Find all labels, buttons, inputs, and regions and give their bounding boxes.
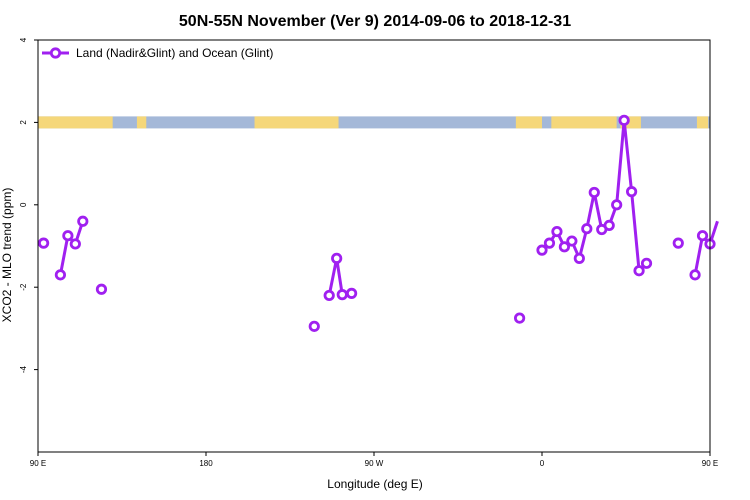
data-point	[345, 287, 358, 299]
x-tick-label: 180	[199, 459, 213, 468]
data-point	[672, 237, 684, 249]
data-point	[558, 241, 571, 253]
y-tick-label: 0	[19, 202, 28, 207]
ocean-band	[38, 116, 710, 129]
data-point	[581, 223, 593, 235]
data-point	[54, 269, 67, 281]
data-point	[513, 312, 526, 324]
land-segment	[696, 116, 709, 129]
land-segment	[38, 116, 113, 129]
land-segment	[515, 116, 542, 129]
x-tick-label: 90 E	[702, 459, 718, 468]
data-point	[543, 237, 556, 249]
data-point	[37, 237, 50, 249]
data-point	[588, 186, 600, 199]
data-point	[331, 252, 343, 264]
y-tick-label: 4	[19, 37, 28, 42]
data-point	[62, 230, 74, 242]
land-segment	[551, 116, 617, 129]
y-tick-label: 2	[19, 120, 28, 125]
x-tick-label: 90 E	[30, 459, 46, 468]
land-segment	[620, 116, 641, 129]
data-point	[696, 230, 709, 242]
data-point	[308, 320, 320, 332]
x-tick-label: 90 W	[365, 459, 384, 468]
data-point	[566, 235, 578, 247]
data-point	[69, 238, 81, 250]
data-point	[77, 215, 89, 227]
data-point	[625, 186, 638, 198]
legend-label: Land (Nadir&Glint) and Ocean (Glint)	[76, 46, 273, 60]
data-point	[618, 114, 630, 126]
data-point	[633, 265, 645, 277]
plot-frame	[37, 39, 711, 453]
y-tick-label: -4	[19, 365, 28, 373]
data-point	[640, 257, 653, 269]
x-axis-label: Longitude (deg E)	[327, 477, 422, 491]
data-point	[336, 289, 348, 301]
y-tick-label: -2	[19, 283, 28, 291]
series	[37, 114, 719, 332]
landmask-band	[38, 116, 710, 129]
data-point	[573, 252, 585, 264]
data-point	[536, 244, 548, 256]
chart-title: 50N-55N November (Ver 9) 2014-09-06 to 2…	[179, 13, 571, 30]
data-point	[689, 269, 701, 281]
data-point	[551, 225, 563, 238]
legend-marker	[49, 47, 62, 59]
axes: 90 E 180 90 W 0 90 E -4 -2 0 2 4	[19, 37, 718, 468]
data-point	[603, 219, 615, 231]
x-tick-label: 0	[540, 459, 545, 468]
legend: Land (Nadir&Glint) and Ocean (Glint)	[42, 46, 273, 60]
y-axis-label: XCO2 - MLO trend (ppm)	[0, 188, 14, 323]
land-segment	[136, 116, 147, 129]
data-point	[95, 283, 108, 295]
land-segment	[254, 116, 339, 129]
data-point	[323, 289, 335, 302]
data-point	[611, 199, 623, 211]
